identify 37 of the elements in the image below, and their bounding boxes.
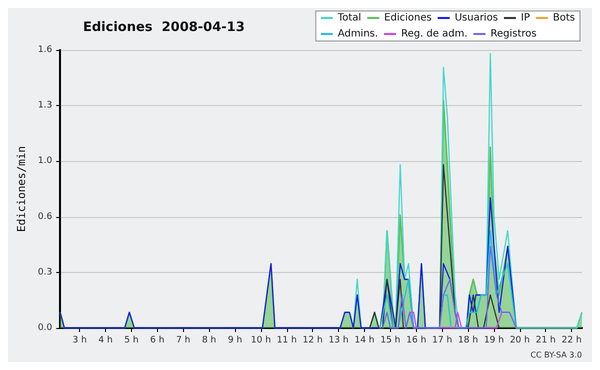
chart-title: Ediciones 2008-04-13 (83, 20, 245, 35)
x-tick-label: 18 h (458, 336, 478, 346)
y-tick-label: 0.0 (38, 323, 52, 333)
x-tick-label: 6 h (150, 336, 164, 346)
x-tick-label: 14 h (354, 336, 374, 346)
y-axis-title: Ediciones/min (15, 146, 28, 232)
legend-label: Ediciones (384, 12, 432, 24)
y-tick-label: 0.6 (38, 212, 52, 222)
legend-label: IP (520, 12, 530, 24)
legend-label: Total (336, 12, 362, 24)
legend-label: Usuarios (454, 12, 498, 24)
x-tick-label: 12 h (302, 336, 323, 346)
legend-label: Reg. de adm. (401, 28, 468, 40)
legend-label: Bots (552, 12, 575, 24)
y-tick-label: 1.0 (38, 156, 52, 166)
x-tick-label: 22 h (562, 336, 582, 346)
x-tick-label: 13 h (328, 336, 349, 346)
x-tick-label: 9 h (228, 336, 242, 346)
legend-label: Registros (490, 28, 537, 40)
text: CC BY-SA 3.0 (530, 350, 582, 360)
x-tick-label: 10 h (250, 336, 271, 346)
x-tick-label: 20 h (510, 336, 530, 346)
x-tick-label: 15 h (380, 336, 400, 346)
x-tick-label: 7 h (176, 336, 190, 346)
legend-label: Admins. (338, 28, 378, 40)
x-tick-label: 8 h (202, 336, 216, 346)
y-tick-label: 0.3 (38, 267, 52, 278)
x-tick-label: 5 h (124, 336, 139, 346)
x-tick-label: 11 h (276, 336, 297, 346)
y-tick-label: 1.3 (38, 100, 52, 111)
x-tick-label: 16 h (406, 336, 426, 346)
y-tick-label: 1.6 (38, 45, 52, 55)
x-tick-label: 19 h (484, 336, 504, 346)
x-tick-label: 4 h (98, 336, 113, 346)
x-tick-label: 17 h (432, 336, 452, 346)
x-tick-label: 21 h (536, 336, 556, 346)
x-tick-label: 3 h (72, 336, 87, 346)
